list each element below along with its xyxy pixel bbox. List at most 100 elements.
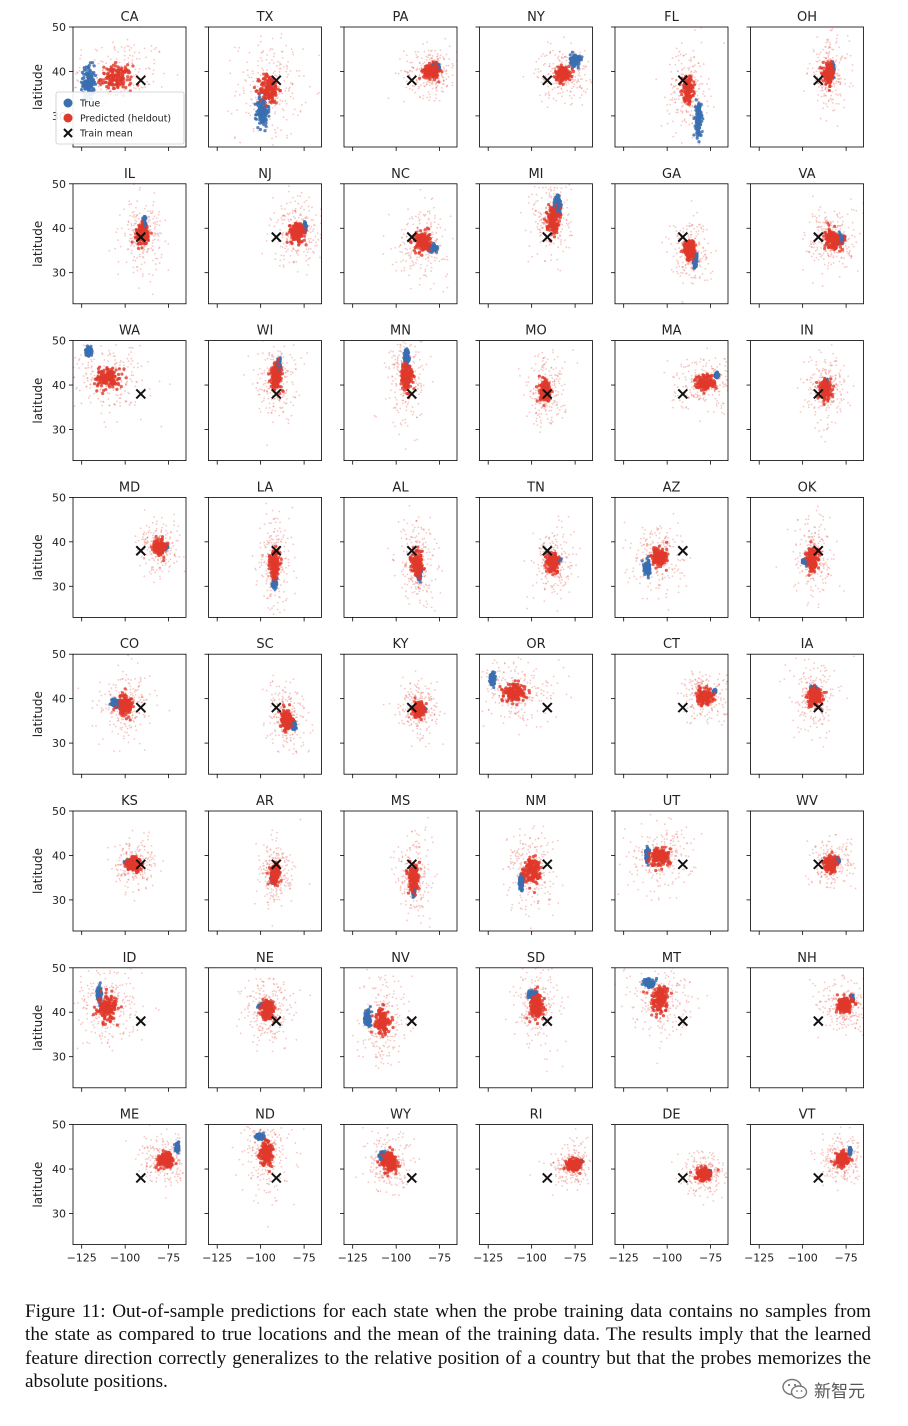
- predicted-point: [239, 141, 242, 144]
- predicted-point: [570, 188, 573, 191]
- predicted-point: [451, 66, 454, 69]
- true-point: [258, 115, 262, 119]
- y-axis-label: latitude: [31, 64, 45, 110]
- predicted-point: [300, 191, 303, 194]
- predicted-point: [142, 273, 144, 275]
- predicted-point: [429, 288, 432, 290]
- predicted-point: [679, 53, 682, 56]
- predicted-point: [131, 64, 135, 68]
- predicted-point: [249, 114, 252, 117]
- predicted-point: [564, 56, 566, 59]
- predicted-point: [692, 49, 695, 52]
- predicted-point: [298, 75, 301, 78]
- predicted-point: [835, 72, 838, 75]
- predicted-point: [826, 38, 828, 41]
- predicted-point: [279, 228, 281, 231]
- predicted-point: [282, 231, 285, 234]
- predicted-point: [549, 51, 552, 54]
- true-point: [93, 73, 97, 78]
- predicted-point: [435, 257, 438, 260]
- predicted-point: [813, 50, 815, 53]
- predicted-point: [431, 236, 434, 239]
- predicted-point: [297, 236, 301, 240]
- predicted-point: [574, 79, 577, 81]
- predicted-point: [415, 243, 419, 248]
- predicted-point: [557, 92, 560, 95]
- predicted-point: [438, 99, 441, 102]
- predicted-point: [689, 114, 691, 117]
- predicted-point: [252, 80, 254, 83]
- predicted-point: [112, 67, 116, 71]
- predicted-point: [825, 51, 828, 54]
- predicted-point: [825, 120, 828, 122]
- predicted-point: [411, 70, 413, 73]
- predicted-point: [176, 73, 179, 76]
- predicted-point: [302, 218, 305, 221]
- predicted-point: [692, 65, 695, 68]
- predicted-point: [286, 238, 288, 241]
- predicted-point: [307, 248, 310, 250]
- predicted-point: [436, 84, 439, 87]
- y-tick-label: 50: [52, 178, 66, 191]
- true-point: [260, 114, 265, 118]
- predicted-point: [264, 103, 268, 108]
- predicted-point: [583, 67, 585, 70]
- predicted-point: [675, 111, 678, 114]
- predicted-point: [534, 220, 537, 223]
- predicted-point: [400, 228, 403, 231]
- predicted-point: [439, 226, 442, 229]
- predicted-point: [578, 86, 581, 88]
- predicted-point: [291, 209, 294, 212]
- predicted-point: [260, 81, 265, 86]
- predicted-point: [418, 256, 421, 259]
- predicted-point: [577, 74, 580, 77]
- predicted-point: [159, 220, 162, 222]
- predicted-point: [419, 235, 423, 239]
- predicted-point: [285, 70, 288, 73]
- predicted-point: [423, 61, 426, 64]
- predicted-point: [152, 248, 155, 251]
- predicted-point: [564, 102, 566, 105]
- predicted-point: [435, 239, 438, 242]
- plot-area: [387, 37, 457, 103]
- predicted-point: [428, 99, 431, 102]
- predicted-point: [127, 57, 130, 60]
- predicted-point: [278, 68, 281, 70]
- predicted-point: [287, 89, 290, 92]
- predicted-point: [823, 93, 826, 95]
- predicted-point: [135, 214, 138, 217]
- predicted-point: [99, 60, 102, 63]
- predicted-point: [262, 69, 265, 72]
- predicted-point: [280, 32, 283, 35]
- predicted-point: [284, 247, 287, 250]
- predicted-point: [125, 78, 129, 82]
- predicted-point: [289, 218, 292, 221]
- true-point: [263, 108, 267, 112]
- predicted-point: [274, 93, 278, 97]
- predicted-point: [431, 55, 434, 57]
- predicted-point: [132, 271, 135, 274]
- predicted-point: [427, 61, 432, 65]
- predicted-point: [142, 249, 145, 252]
- predicted-point: [93, 59, 96, 61]
- predicted-point: [307, 205, 310, 208]
- predicted-point: [128, 233, 131, 236]
- predicted-point: [403, 76, 405, 79]
- predicted-point: [698, 87, 701, 90]
- predicted-point: [420, 238, 424, 242]
- predicted-point: [323, 204, 325, 206]
- predicted-point: [230, 112, 233, 115]
- predicted-point: [387, 97, 390, 100]
- predicted-point: [279, 245, 282, 248]
- predicted-point: [819, 51, 822, 54]
- predicted-point: [427, 74, 431, 79]
- predicted-point: [76, 72, 79, 74]
- predicted-point: [835, 80, 838, 83]
- predicted-point: [832, 48, 835, 51]
- predicted-point: [279, 99, 282, 102]
- predicted-point: [300, 218, 303, 221]
- predicted-point: [289, 229, 293, 233]
- predicted-point: [829, 46, 832, 49]
- predicted-point: [836, 34, 839, 37]
- predicted-point: [571, 102, 573, 105]
